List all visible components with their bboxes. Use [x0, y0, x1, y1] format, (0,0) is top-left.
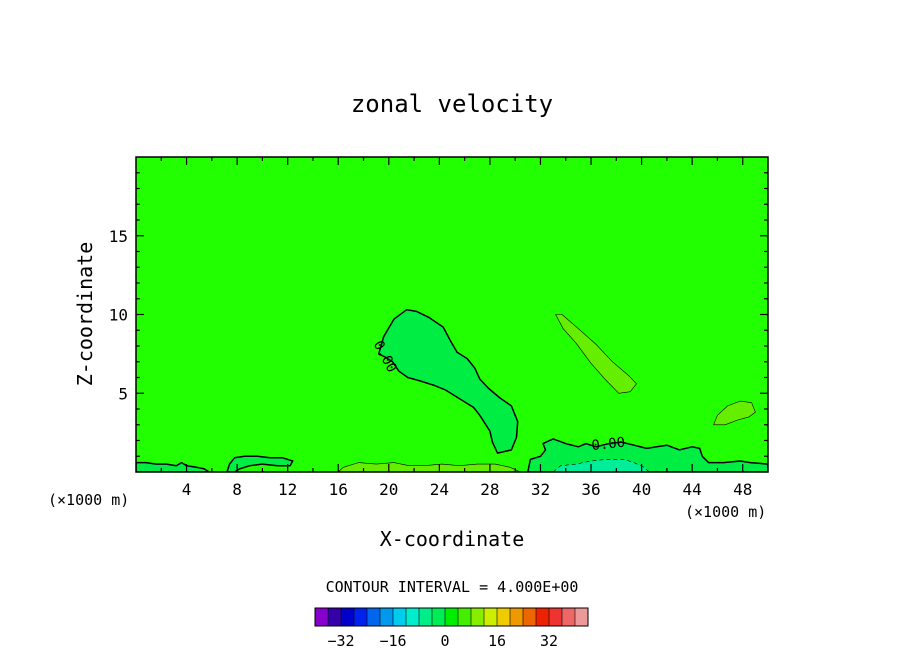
colorbar-swatch: [458, 608, 472, 626]
colorbar-swatch: [484, 608, 498, 626]
x-tick-label: 16: [329, 480, 348, 499]
x-tick-label: 20: [379, 480, 398, 499]
colorbar-swatch: [406, 608, 420, 626]
upper-right-lobe-region: [555, 314, 637, 394]
colorbar-swatch: [328, 608, 342, 626]
colorbar-tick-label: −16: [379, 632, 406, 650]
colorbar: [314, 607, 589, 627]
x-tick-label: 4: [182, 480, 192, 499]
colorbar-swatch: [523, 608, 537, 626]
colorbar-swatch: [549, 608, 563, 626]
x-tick-label: 28: [480, 480, 499, 499]
updraft-plume-region: [377, 309, 519, 454]
colorbar-swatch: [497, 608, 511, 626]
colorbar-swatch: [445, 608, 459, 626]
x-unit-right: (×1000 m): [685, 503, 766, 521]
colorbar-tick-label: 16: [488, 632, 506, 650]
colorbar-swatch: [471, 608, 485, 626]
colorbar-tick-label: 0: [440, 632, 449, 650]
x-tick-label: 32: [531, 480, 550, 499]
colorbar-tick-label: 32: [540, 632, 558, 650]
x-tick-label: 40: [632, 480, 651, 499]
colorbar-swatch: [367, 608, 381, 626]
y-axis-label: Z-coordinate: [73, 242, 97, 387]
x-unit-left: (×1000 m): [48, 491, 129, 509]
colorbar-swatch: [380, 608, 394, 626]
x-tick-label: 24: [430, 480, 449, 499]
colorbar-swatch: [562, 608, 576, 626]
colorbar-swatch: [432, 608, 446, 626]
x-axis-label: X-coordinate: [380, 527, 525, 551]
right-edge-lobe-region: [713, 400, 756, 426]
colorbar-swatch: [510, 608, 524, 626]
contour-label: 0.00: [591, 435, 626, 454]
x-tick-label: 48: [733, 480, 752, 499]
colorbar-swatch: [536, 608, 550, 626]
colorbar-tick-label: −32: [327, 632, 354, 650]
surface-strip-mid-region: [337, 462, 521, 472]
contour-regions: [136, 309, 768, 472]
y-tick-label: 5: [118, 384, 128, 403]
x-tick-label: 36: [581, 480, 600, 499]
x-tick-label: 12: [278, 480, 297, 499]
x-tick-label: 44: [683, 480, 702, 499]
colorbar-swatch: [393, 608, 407, 626]
chart-title: zonal velocity: [351, 90, 553, 118]
colorbar-swatch: [341, 608, 355, 626]
colorbar-swatch: [575, 608, 589, 626]
near-ground-left-region: [136, 461, 211, 472]
x-tick-labels: 4 8 12 16 20 24 28 32 36 40 44 48: [182, 480, 753, 499]
colorbar-swatch: [354, 608, 368, 626]
colorbar-frame: [314, 607, 589, 627]
y-tick-label: 10: [109, 306, 128, 325]
colorbar-swatch: [419, 608, 433, 626]
x-tick-label: 8: [232, 480, 242, 499]
surface-strip-right-region: [552, 459, 650, 472]
near-ground-mid-region: [226, 455, 294, 472]
contour-interval-text: CONTOUR INTERVAL = 4.000E+00: [326, 578, 579, 596]
colorbar-labels: −32 −16 0 16 32: [327, 632, 558, 650]
axis-ticks: [136, 157, 768, 472]
colorbar-swatch: [315, 608, 329, 626]
plot-background: [136, 157, 768, 472]
y-tick-labels: 5 10 15: [109, 227, 128, 404]
y-tick-label: 15: [109, 227, 128, 246]
